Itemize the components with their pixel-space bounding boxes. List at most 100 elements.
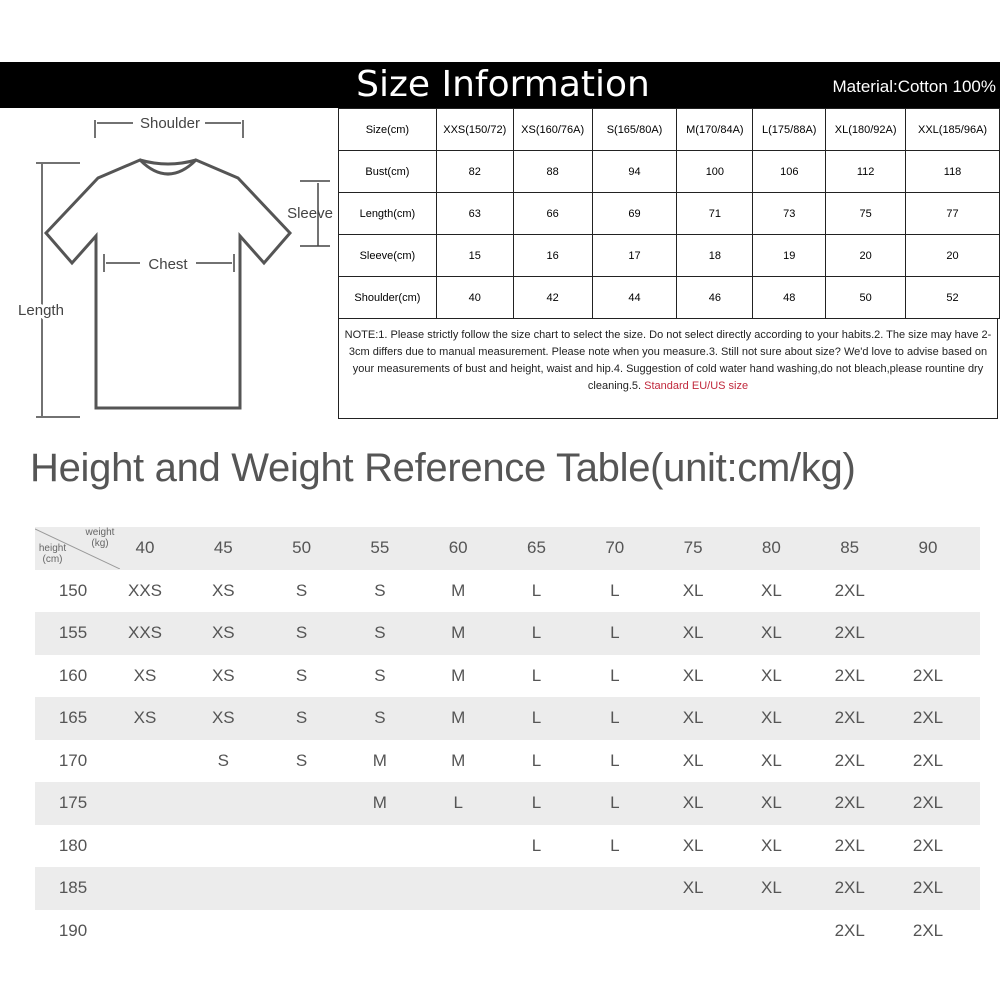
size-cell: S	[295, 750, 308, 770]
size-cell: L	[610, 580, 620, 600]
weight-header: 80	[761, 538, 781, 557]
weight-header: 55	[370, 538, 390, 557]
size-cell: 2XL	[912, 920, 944, 940]
size-cell: XL	[682, 623, 704, 642]
table-cell: 40	[435, 276, 514, 319]
corner-height-label: height (cm)	[38, 543, 67, 565]
column-header: XXS(150/72)	[435, 108, 514, 151]
size-cell: L	[610, 793, 620, 812]
size-cell: XS	[133, 708, 157, 727]
size-cell: XL	[760, 665, 782, 685]
weight-header: 40	[135, 538, 155, 557]
size-cell: 2XL	[834, 623, 865, 642]
table-cell: 82	[435, 150, 514, 193]
size-table-header: Size(cm) XXS(150/72) XS(160/76A) S(165/80A)…	[338, 108, 1000, 151]
table-row: 155 XXS XS S S M L L XL XL 2XL	[35, 612, 980, 655]
size-cell: XL	[682, 708, 704, 727]
table-row: Length(cm) 63 66 69 71 73 75 77	[338, 192, 1000, 235]
page-title: Size Information	[356, 64, 650, 105]
size-note: NOTE:1. Please strictly follow the size …	[338, 318, 998, 419]
table-cell: 15	[435, 234, 514, 277]
table-row: 180 L L XL XL 2XL 2XL	[35, 825, 980, 868]
height-value: 165	[58, 708, 88, 727]
size-cell: XL	[682, 835, 704, 855]
size-cell: M	[451, 708, 466, 727]
weight-header: 85	[840, 538, 860, 557]
size-cell: XL	[760, 835, 782, 855]
table-row: 165 XS XS S S M L L XL XL 2XL 2XL	[35, 697, 980, 740]
size-cell: L	[531, 665, 542, 685]
weight-header: 50	[292, 538, 312, 557]
size-cell: L	[531, 793, 542, 812]
column-header: L(175/88A)	[752, 108, 827, 151]
weight-header: 75	[683, 538, 703, 557]
size-cell: XS	[211, 708, 235, 727]
table-cell: Shoulder(cm)	[338, 276, 437, 319]
table-cell: 118	[905, 150, 1000, 193]
column-header: XL(180/92A)	[825, 108, 907, 151]
weight-header: 70	[605, 538, 625, 557]
size-cell: XL	[760, 623, 782, 642]
size-cell: 2XL	[912, 665, 944, 685]
size-cell: XL	[682, 750, 704, 770]
table-cell: 52	[905, 276, 1000, 319]
height-value: 170	[58, 750, 88, 770]
column-header: Size(cm)	[338, 108, 437, 151]
size-cell: L	[531, 835, 542, 855]
size-cell: L	[531, 708, 542, 727]
weight-header: 90	[918, 538, 938, 557]
size-cell: 2XL	[834, 920, 865, 940]
weight-header: 60	[448, 538, 468, 557]
column-header: M(170/84A)	[676, 108, 754, 151]
size-cell: S	[295, 580, 308, 600]
table-row: 160 XS XS S S M L L XL XL 2XL 2XL	[35, 655, 980, 698]
table-cell: Sleeve(cm)	[338, 234, 437, 277]
weight-header: 65	[527, 538, 546, 557]
size-cell: L	[610, 835, 620, 855]
size-cell: 2XL	[912, 878, 944, 897]
size-cell: 2XL	[912, 708, 944, 727]
size-cell: L	[531, 623, 542, 642]
size-table: Size(cm) XXS(150/72) XS(160/76A) S(165/80A)…	[338, 108, 1000, 319]
size-cell: XS	[211, 665, 235, 685]
table-cell: 71	[676, 192, 754, 235]
table-cell: 20	[905, 234, 1000, 277]
table-cell: 50	[825, 276, 907, 319]
size-cell: S	[295, 708, 308, 727]
weight-header: 45	[213, 538, 233, 557]
size-cell: XL	[682, 878, 704, 897]
height-value: 180	[58, 835, 88, 855]
reference-header-row: weight (kg) height (cm) 40 45 50 55 60 65 70 75 80…	[35, 527, 980, 570]
table-cell: 94	[591, 150, 678, 193]
size-cell: 2XL	[834, 835, 865, 855]
size-cell: S	[374, 580, 386, 600]
height-value: 175	[58, 793, 88, 812]
table-cell: 16	[512, 234, 593, 277]
size-cell: M	[451, 665, 466, 685]
size-cell: S	[295, 665, 308, 685]
table-row: 170 S S M M L L XL XL 2XL 2XL	[35, 740, 980, 783]
size-cell: M	[451, 623, 466, 642]
table-row: Bust(cm) 82 88 94 100 106 112 118	[338, 150, 1000, 193]
size-cell: L	[610, 665, 620, 685]
table-cell: 69	[591, 192, 678, 235]
column-header: XS(160/76A)	[512, 108, 593, 151]
size-cell: XL	[760, 793, 782, 812]
table-cell: 18	[676, 234, 754, 277]
table-cell: 42	[512, 276, 593, 319]
table-row: Shoulder(cm) 40 42 44 46 48 50 52	[338, 276, 1000, 319]
height-value: 150	[58, 580, 88, 600]
title-bar	[0, 62, 1000, 108]
size-cell: 2XL	[834, 580, 865, 600]
size-cell: XL	[682, 580, 704, 600]
size-cell: L	[453, 793, 463, 812]
size-cell: L	[610, 750, 620, 770]
table-row: 190 2XL 2XL	[35, 910, 980, 953]
height-weight-table: weight (kg) height (cm) 40 45 50 55 60 65 70 75 80…	[35, 527, 980, 952]
size-cell: XS	[211, 580, 235, 600]
size-cell: 2XL	[834, 708, 865, 727]
size-cell: L	[610, 708, 620, 727]
table-cell: 106	[752, 150, 827, 193]
column-header: XXL(185/96A)	[905, 108, 1000, 151]
note-text: NOTE:1. Please strictly follow the size …	[344, 329, 992, 392]
